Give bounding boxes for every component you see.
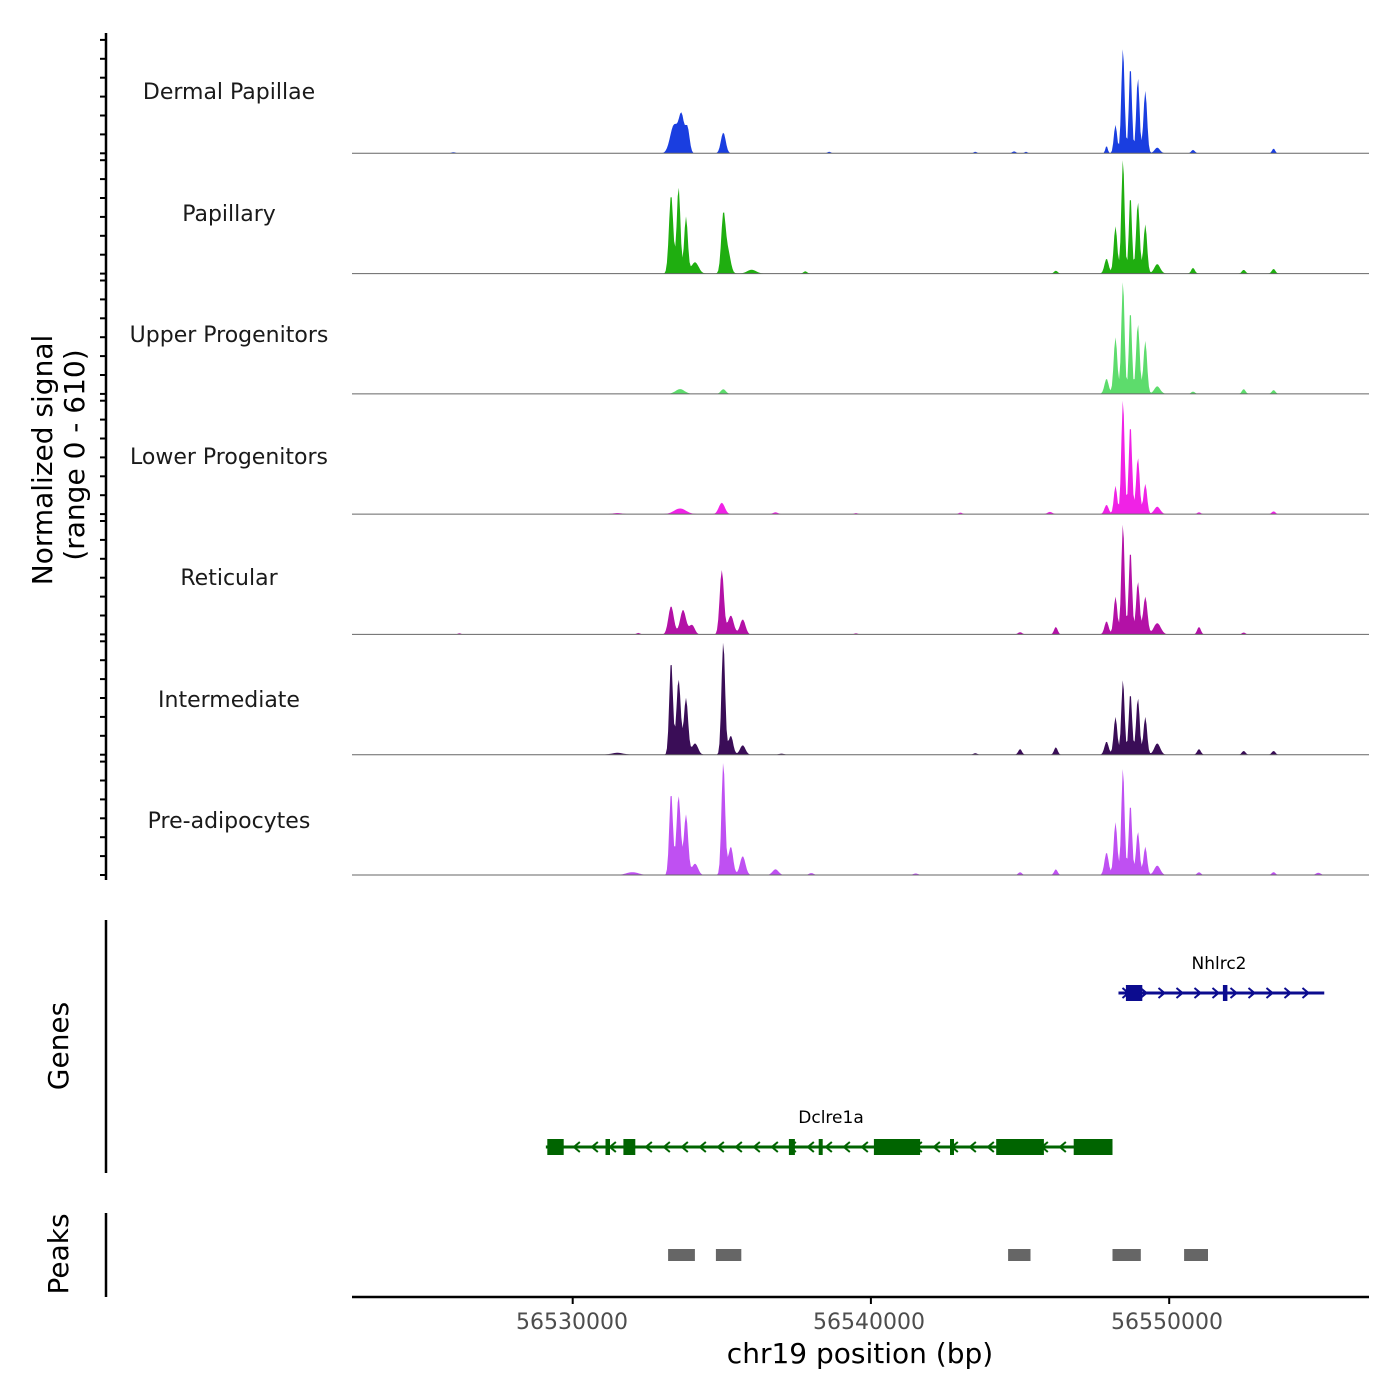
- exon: [605, 1139, 610, 1155]
- strand-arrow: [716, 1141, 725, 1153]
- track-label: Pre-adipocytes: [148, 809, 311, 834]
- peak-region: [1008, 1249, 1031, 1261]
- track-label: Lower Progenitors: [130, 445, 328, 470]
- y-axis-title-line1: Normalized signal: [26, 335, 59, 586]
- x-axis-title: chr19 position (bp): [727, 1337, 993, 1370]
- strand-arrow: [572, 1141, 581, 1153]
- strand-arrow: [1175, 987, 1185, 999]
- exon: [1125, 985, 1143, 1001]
- strand-arrow: [806, 1141, 815, 1153]
- track-label: Dermal Papillae: [143, 80, 315, 105]
- strand-arrow: [698, 1141, 707, 1153]
- strand-arrow: [860, 1141, 869, 1153]
- peak-track: [668, 1249, 1208, 1261]
- strand-arrow: [662, 1141, 671, 1153]
- gene-name: Nhlrc2: [1192, 954, 1247, 974]
- exon: [996, 1139, 1044, 1155]
- track-label: Reticular: [180, 566, 278, 591]
- exon: [1073, 1139, 1113, 1155]
- exon: [950, 1139, 954, 1155]
- peak-region: [668, 1249, 695, 1261]
- strand-arrow: [1139, 987, 1149, 999]
- coverage-tracks: [352, 49, 1369, 876]
- gene-track: [545, 985, 1325, 1155]
- x-tick-label: 56550000: [1111, 1310, 1223, 1335]
- strand-arrow: [1058, 1141, 1067, 1153]
- track-label: Intermediate: [158, 688, 300, 713]
- coverage-area: [352, 160, 1369, 274]
- exon: [788, 1139, 795, 1155]
- strand-arrow: [1211, 987, 1221, 999]
- strand-arrow: [932, 1141, 941, 1153]
- strand-arrow: [1229, 987, 1239, 999]
- coverage-y-ticks: [100, 38, 106, 876]
- strand-arrow: [1301, 987, 1311, 999]
- x-tick-label: 56540000: [813, 1310, 925, 1335]
- coverage-area: [352, 49, 1369, 154]
- exon: [623, 1139, 636, 1155]
- gene-name: Dclre1a: [798, 1108, 863, 1128]
- strand-arrow: [824, 1141, 833, 1153]
- coverage-area: [352, 642, 1369, 755]
- strand-arrow: [1283, 987, 1293, 999]
- genes-axis-title: Genes: [42, 1002, 75, 1090]
- exon: [818, 1139, 823, 1155]
- strand-arrow: [734, 1141, 743, 1153]
- exon: [1222, 985, 1228, 1001]
- track-label: Papillary: [182, 202, 276, 227]
- coverage-area: [352, 400, 1369, 515]
- strand-arrow: [1193, 987, 1203, 999]
- strand-arrow: [590, 1141, 599, 1153]
- x-tick-label: 56530000: [516, 1310, 628, 1335]
- peak-region: [715, 1249, 742, 1261]
- coverage-area: [352, 524, 1369, 635]
- y-axis-title-line2: (range 0 - 610): [58, 349, 91, 560]
- strand-arrow: [986, 1141, 995, 1153]
- track-label: Upper Progenitors: [130, 323, 329, 348]
- coverage-area: [352, 763, 1369, 875]
- strand-arrow: [1157, 987, 1167, 999]
- track-labels: Dermal Papillae Papillary Upper Progenit…: [130, 80, 329, 834]
- strand-arrow: [968, 1141, 977, 1153]
- strand-arrow: [752, 1141, 761, 1153]
- strand-arrow: [680, 1141, 689, 1153]
- exon: [547, 1139, 564, 1155]
- strand-arrow: [644, 1141, 653, 1153]
- strand-arrow: [770, 1141, 779, 1153]
- peak-region: [1112, 1249, 1141, 1261]
- strand-arrow: [842, 1141, 851, 1153]
- exon: [873, 1139, 921, 1155]
- peak-region: [1184, 1249, 1208, 1261]
- strand-arrow: [1247, 987, 1257, 999]
- coverage-area: [352, 282, 1369, 394]
- strand-arrow: [1265, 987, 1275, 999]
- x-axis-ticks: [571, 1297, 1171, 1304]
- peaks-axis-title: Peaks: [42, 1213, 75, 1294]
